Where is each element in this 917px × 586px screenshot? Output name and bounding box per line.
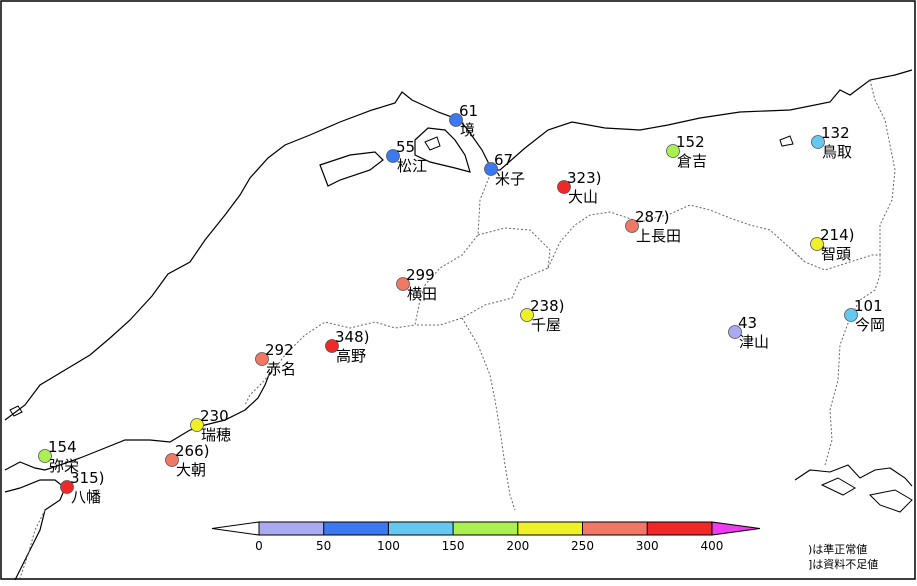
station-value: 230 [200, 407, 229, 425]
colorbar-tick-label: 250 [571, 539, 594, 553]
station-name: 今岡 [855, 316, 885, 334]
southeast-coast [794, 464, 913, 487]
station-name: 鳥取 [822, 143, 852, 161]
station-value: 101 [854, 297, 883, 315]
station-name: 弥栄 [49, 457, 79, 475]
small-island-east [779, 135, 794, 147]
station-marker [190, 418, 204, 432]
station-value: 61 [459, 102, 478, 120]
lake-shinji [319, 151, 384, 187]
station-name: 倉吉 [677, 152, 707, 170]
station-name: 高野 [336, 347, 366, 365]
station-name: 大朝 [176, 461, 206, 479]
colorbar-segment [388, 522, 454, 535]
station-marker [325, 339, 339, 353]
colorbar-tick-label: 300 [636, 539, 659, 553]
colorbar-tick-label: 100 [377, 539, 400, 553]
southwest-coast [4, 479, 66, 581]
station-marker [728, 325, 742, 339]
station-marker [811, 135, 825, 149]
southeast-island-2 [868, 489, 913, 513]
station-value: 315) [70, 469, 104, 487]
station-value: 154 [48, 438, 77, 456]
station-value: 238) [530, 297, 564, 315]
colorbar-tick-label: 50 [316, 539, 331, 553]
station-value: 348) [335, 328, 369, 346]
station-marker [165, 453, 179, 467]
station-value: 55 [396, 138, 415, 156]
colorbar-tick-label: 400 [700, 539, 723, 553]
prefecture-boundaries [19, 79, 896, 579]
station-marker [557, 180, 571, 194]
station-name: 上長田 [636, 227, 681, 245]
station-name: 松江 [397, 157, 427, 175]
colorbar-tick-label: 150 [442, 539, 465, 553]
colorbar-segment [323, 522, 389, 535]
station-value: 67 [494, 151, 513, 169]
station-marker [484, 162, 498, 176]
station-name: 千屋 [531, 316, 561, 334]
station-marker [520, 308, 534, 322]
note-quasi-normal: )は準正常値 [808, 542, 867, 556]
station-value: 43 [738, 314, 757, 332]
station-marker [38, 449, 52, 463]
station-marker [386, 149, 400, 163]
colorbar-segment [259, 522, 324, 535]
station-value: 287) [635, 208, 669, 226]
station-marker [449, 113, 463, 127]
note-insufficient: ]は資料不足値 [808, 557, 878, 571]
station-name: 智頭 [821, 245, 851, 263]
small-island-west [9, 405, 23, 417]
station-marker [625, 219, 639, 233]
coastline-south [4, 371, 271, 471]
colorbar-tick-label: 0 [255, 539, 263, 553]
station-marker [844, 308, 858, 322]
station-value: 292 [265, 341, 294, 359]
coastline [4, 69, 913, 421]
lake-nakaumi [414, 127, 471, 173]
station-name: 大山 [568, 188, 598, 206]
station-name: 境 [460, 121, 475, 139]
station-name: 八幡 [71, 488, 101, 506]
station-marker [666, 144, 680, 158]
station-marker [810, 237, 824, 251]
colorbar-tick-label: 200 [506, 539, 529, 553]
colorbar-segment [517, 522, 583, 535]
station-value: 266) [175, 442, 209, 460]
southeast-island [820, 477, 856, 496]
station-value: 132 [821, 124, 850, 142]
colorbar-segment [453, 522, 518, 535]
colorbar: 0 50 100 150 200 250 300 400 [211, 521, 761, 553]
station-name: 赤名 [266, 360, 296, 378]
station-name: 米子 [495, 170, 525, 188]
station-name: 瑞穂 [201, 426, 231, 444]
station-marker [60, 480, 74, 494]
colorbar-segment [582, 522, 648, 535]
station-value: 299 [406, 266, 435, 284]
station-value: 214) [820, 226, 854, 244]
station-value: 152 [676, 133, 705, 151]
station-name: 横田 [407, 285, 437, 303]
station-marker [396, 277, 410, 291]
station-name: 津山 [739, 333, 769, 351]
colorbar-segment [647, 522, 712, 535]
station-marker [255, 352, 269, 366]
station-value: 323) [567, 169, 601, 187]
daikon-island [424, 136, 441, 151]
